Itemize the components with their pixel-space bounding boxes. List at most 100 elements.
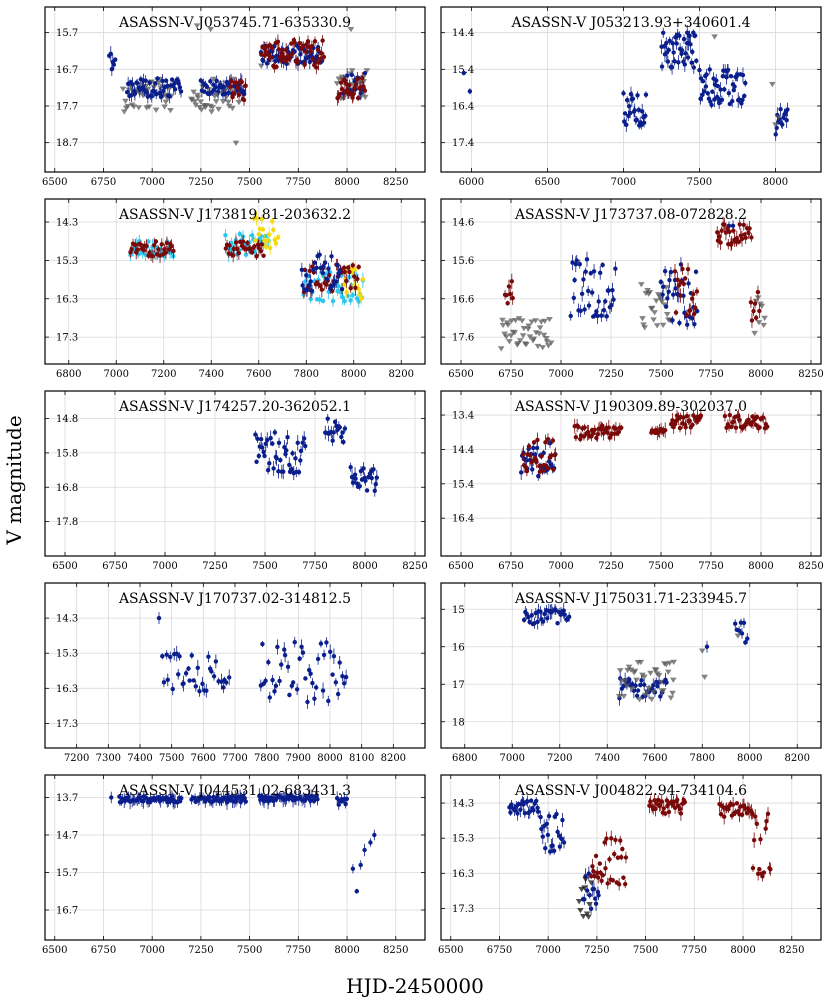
- data-point: [309, 288, 315, 293]
- panel-frame: [440, 198, 822, 365]
- data-point: [676, 60, 681, 65]
- data-point: [722, 87, 727, 92]
- data-point: [665, 296, 670, 301]
- x-tick-label: 6800: [56, 369, 81, 380]
- data-point: [666, 809, 672, 815]
- upper-limit-point: [525, 323, 533, 329]
- panel-7: 7200 7300 7400 7500 7600 7700 7800 7900 8000 8100…: [44, 582, 426, 764]
- data-point: [204, 688, 209, 693]
- data-point: [515, 811, 520, 816]
- upper-limit-point: [502, 334, 510, 340]
- y-tick-label: 17: [452, 680, 465, 691]
- y-tick-label: 15.3: [452, 834, 474, 845]
- y-tick-label: 14.8: [56, 414, 78, 425]
- upper-limit-point: [588, 880, 595, 886]
- data-point: [186, 666, 191, 671]
- panel-title: ASASSN-V J175031.71-233945.7: [514, 591, 747, 607]
- data-point: [704, 644, 710, 649]
- data-point: [678, 293, 683, 298]
- data-point: [553, 607, 559, 613]
- data-point: [509, 802, 514, 807]
- y-tick-label: 14.3: [56, 218, 78, 229]
- data-point: [740, 72, 746, 78]
- data-point: [525, 799, 530, 804]
- data-point: [551, 467, 556, 472]
- data-point: [685, 30, 690, 35]
- data-point: [275, 234, 281, 240]
- data-point: [356, 264, 361, 270]
- data-point: [160, 654, 165, 659]
- data-point: [353, 267, 358, 272]
- upper-limit-point: [623, 683, 630, 689]
- data-point: [693, 305, 698, 310]
- data-point: [610, 288, 615, 293]
- data-point: [336, 283, 341, 289]
- x-tick-label: 6000: [459, 177, 484, 188]
- data-point: [743, 235, 748, 241]
- data-point: [522, 811, 528, 816]
- data-point: [751, 837, 757, 843]
- data-point: [684, 312, 689, 318]
- data-point: [546, 813, 552, 819]
- data-point: [138, 795, 143, 800]
- upper-limit-point: [497, 346, 505, 352]
- data-point: [368, 840, 373, 845]
- data-point: [728, 73, 734, 79]
- data-point: [534, 459, 539, 465]
- upper-limit-point: [507, 333, 515, 339]
- data-point: [236, 92, 242, 98]
- data-point: [361, 466, 366, 471]
- y-tick-label: 15.4: [452, 65, 474, 76]
- data-point: [668, 269, 674, 275]
- data-point: [581, 434, 587, 439]
- data-point: [195, 665, 200, 671]
- data-point: [524, 458, 529, 463]
- upper-limit-point: [641, 325, 649, 331]
- x-tick-label: 8250: [798, 561, 823, 572]
- y-tick-label: 16.4: [452, 102, 474, 113]
- data-marks: [156, 612, 349, 709]
- x-tick-label: 7750: [682, 945, 707, 956]
- upper-limit-point: [663, 312, 671, 318]
- x-tick-label: 7000: [104, 369, 129, 380]
- upper-limit-point: [197, 99, 205, 105]
- data-point: [673, 286, 678, 291]
- x-tick-label: 7800: [294, 369, 319, 380]
- data-point: [283, 59, 288, 64]
- panel-6: 6500 6750 7000 7250 7500 7750 8000 8250 13.4 14.4…: [440, 390, 824, 572]
- panel-title: ASASSN-V J053745.71-635330.9: [118, 15, 351, 31]
- panel-10: 6500 6750 7000 7250 7500 7750 8000 8250 14.3 15.3…: [438, 774, 822, 956]
- data-point: [258, 436, 264, 442]
- x-tick-label: 6500: [448, 369, 473, 380]
- upper-limit-point: [547, 340, 555, 346]
- data-point: [237, 231, 242, 237]
- data-point: [310, 56, 315, 62]
- upper-limit-point: [208, 109, 215, 115]
- data-point: [226, 90, 231, 95]
- data-point: [130, 82, 135, 87]
- data-point: [168, 654, 173, 660]
- data-point: [255, 436, 260, 441]
- x-tick-label: 7500: [633, 945, 658, 956]
- data-point: [535, 805, 540, 811]
- upper-limit-point: [650, 689, 657, 696]
- data-point: [597, 270, 603, 276]
- data-point: [174, 651, 179, 656]
- data-point: [155, 76, 160, 81]
- data-point: [685, 267, 691, 272]
- data-point: [270, 677, 275, 683]
- data-point: [685, 55, 691, 60]
- data-point: [227, 243, 232, 248]
- data-point: [591, 269, 597, 274]
- x-tick-label: 6750: [498, 369, 523, 380]
- data-point: [700, 92, 705, 98]
- data-point: [354, 76, 360, 82]
- upper-limit-point: [666, 660, 673, 667]
- data-point: [554, 811, 559, 817]
- panel-1: 6500 6750 7000 7250 7500 7750 8000 8250 15.7 16.7…: [42, 6, 426, 188]
- data-point: [583, 269, 588, 274]
- data-point: [346, 275, 352, 280]
- upper-limit-point: [504, 322, 512, 328]
- data-point: [167, 94, 172, 99]
- data-point: [308, 671, 313, 676]
